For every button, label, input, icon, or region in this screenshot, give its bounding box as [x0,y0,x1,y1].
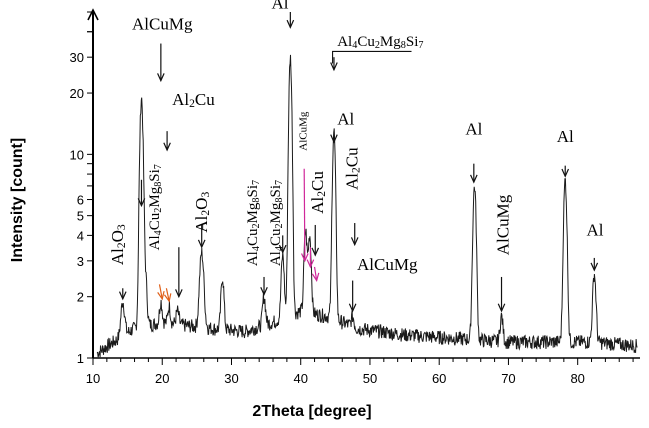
y-tick-label: 4 [77,228,84,243]
black-arrow [561,165,570,178]
arrow-shaft [303,168,306,261]
arrow-head [163,293,172,303]
peak-label: Al2O3 [108,224,128,265]
black-arrow [497,276,506,313]
peak-label: Al4Cu2Mg8Si7 [337,34,423,51]
peak-label: AlCuMg [132,15,193,34]
peak-label: Al [586,220,603,239]
y-tick-label: 30 [70,50,84,65]
x-tick-label: 50 [363,371,377,386]
black-arrow [470,163,478,184]
y-tick-labels: 1 2 3 4 56 10 20 30 [70,50,84,366]
black-arrow [590,257,599,272]
y-tick-label: 10 [70,147,84,162]
arrow-head [330,134,338,144]
black-arrow [163,131,171,152]
y-tick-label: 3 [77,254,84,269]
arrow-head [311,247,320,257]
peak-label: AlCuMg [297,111,309,151]
black-arrow [118,288,127,301]
arrow-shaft [313,266,318,281]
arrow-head [301,253,309,263]
arrow-head [197,239,206,249]
black-arrow [311,224,320,257]
arrow-head [306,259,315,269]
peak-label: Al4Cu2Mg8Si7 [147,164,164,250]
x-tick-label: 20 [155,371,169,386]
arrow-head [157,73,165,83]
orange-arrow [157,284,165,301]
arrow-shaft [158,284,163,300]
arrow-head [278,244,287,254]
arrow-head [137,198,146,208]
black-arrow [350,223,359,247]
x-tick-label: 70 [501,371,515,386]
arrow-head [497,303,506,313]
peak-label: AlCuMg [357,255,418,274]
peak-annotations: Al2O3 AlCuMg Al2Cu Al4Cu2Mg8Si7 Al2O3 Al4Cu2M… [108,0,604,274]
x-tick-label: 60 [432,371,446,386]
peak-label: Al2Cu [342,147,362,190]
arrow-head [286,19,295,29]
black-arrow [260,276,268,296]
y-tick-label: 1 [77,351,84,366]
y-tick-label: 5 [77,209,84,224]
orange-arrow [163,288,172,303]
black-arrow [175,247,183,299]
y-tick-label: 20 [70,86,84,101]
black-arrow [137,179,146,208]
x-axis-title: 2Theta [degree] [252,403,371,420]
peak-label: Al4Cu2Mg8Si7 [268,180,285,266]
arrow-head [260,286,268,296]
x-tick-label: 80 [570,371,584,386]
black-arrow [278,235,287,254]
peak-label: Al [337,110,354,129]
peak-label: Al [271,0,288,13]
arrow-head [311,272,320,283]
arrow-head [330,62,338,72]
arrow-head [175,289,183,299]
arrow-head [350,237,359,247]
black-arrow [330,57,338,72]
y-axis-title: Intensity [count] [9,138,26,262]
magenta-arrow [306,247,315,269]
peak-label: Al [465,120,482,139]
peak-label: Al [557,127,574,146]
y-tick-label: 6 [77,193,84,208]
x-tick-labels: 10 20 30 40 50 60 70 80 [86,371,585,386]
tick-marks [87,8,640,365]
annotation-arrows [118,12,599,313]
black-arrow [157,43,165,83]
peak-label: Al2Cu [308,171,328,214]
series-layer [96,54,638,358]
arrow-head [348,303,357,313]
peak-label: Al2O3 [192,192,212,233]
black-arrow [197,224,206,249]
magenta-arrow [301,168,309,263]
arrow-head [118,291,127,301]
arrow-shaft [165,288,170,302]
arrow-head [470,174,478,184]
y-axis-arrowhead [87,8,99,21]
bracket-line [332,50,412,64]
arrow-head [163,142,171,152]
peak-label: Al2Cu [172,90,215,110]
x-tick-label: 40 [293,371,307,386]
black-arrow [330,134,338,144]
peak-label: AlCuMg [493,194,512,255]
xrd-pattern-line [96,54,638,358]
arrow-head [157,291,165,301]
arrow-head [561,168,570,178]
x-tick-label: 10 [86,371,100,386]
y-tick-label: 2 [77,290,84,305]
magenta-arrow [311,266,320,283]
arrow-head [590,262,599,272]
peak-label: Al4Cu2Mg8Si7 [245,180,262,266]
black-arrow [348,280,357,313]
black-arrow [286,12,295,29]
x-tick-label: 30 [224,371,238,386]
